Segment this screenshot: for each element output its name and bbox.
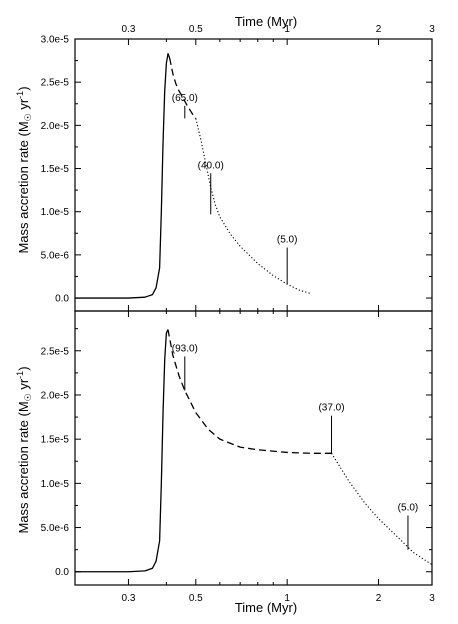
top-ylabel-text: Mass accretion rate (M	[16, 121, 31, 253]
top-annotation-label: (5.0)	[277, 235, 298, 246]
top-top-x-tick-label: 2	[376, 24, 382, 35]
bottom-ylabel-sun-symbol: ☉	[23, 393, 33, 401]
bottom-y-tick-label: 5.0e-6	[41, 523, 70, 534]
top-y-axis-title: Mass accretion rate (M☉ yr-1)	[15, 86, 33, 253]
top-ylabel-exponent: -1	[15, 91, 25, 99]
bottom-y-tick-label: 2.0e-5	[41, 390, 70, 401]
top-series-solid	[75, 53, 171, 299]
bottom-series-solid	[75, 329, 169, 573]
top-ylabel-close: )	[16, 86, 31, 90]
top-x-axis-title: Time (Myr)	[235, 14, 297, 29]
top-ylabel-sun-symbol: ☉	[23, 113, 33, 121]
top-y-tick-label: 1.5e-5	[41, 164, 70, 175]
bottom-series-dashed	[167, 329, 332, 454]
top-y-tick-label: 1.0e-5	[41, 207, 70, 218]
top-y-tick-label: 3.0e-5	[41, 35, 70, 46]
bottom-ylabel-unit: yr	[16, 378, 31, 393]
top-y-tick-label: 2.5e-5	[41, 78, 70, 89]
bottom-ylabel-close: )	[16, 366, 31, 370]
top-y-tick-label: 0.0	[55, 294, 69, 305]
bottom-x-tick-label: 0.3	[121, 593, 135, 604]
top-annotation-label: (65.0)	[172, 93, 198, 104]
bottom-annotation-label: (93.0)	[172, 343, 198, 354]
top-top-x-tick-label: 0.3	[121, 24, 135, 35]
bottom-y-tick-label: 1.0e-5	[41, 479, 70, 490]
top-annotation-label: (40.0)	[198, 160, 224, 171]
bottom-x-axis-title: Time (Myr)	[235, 600, 297, 615]
top-panel: 0.3 0.5 1 2 3 0.0 5.0e-6 1.0e-5 1.5e-5 2.0e-5 2.5e…	[41, 24, 435, 312]
top-y-tick-label: 2.0e-5	[41, 121, 70, 132]
top-series-dashed	[168, 57, 197, 119]
bottom-plot-frame	[74, 310, 433, 586]
bottom-annotation-label: (37.0)	[318, 403, 344, 414]
bottom-x-tick-label: 0.5	[189, 593, 203, 604]
bottom-y-tick-label: 0.0	[55, 567, 69, 578]
bottom-ylabel-text: Mass accretion rate (M	[16, 401, 31, 533]
bottom-y-tick-label: 1.5e-5	[41, 435, 70, 446]
svg-text:Mass accretion rate (M☉ yr-1): Mass accretion rate (M☉ yr-1)	[15, 366, 33, 533]
top-top-x-tick-label: 0.5	[189, 24, 203, 35]
bottom-annotation-label: (5.0)	[398, 503, 419, 514]
top-y-tick-label: 5.0e-6	[41, 250, 70, 261]
bottom-y-axis-title: Mass accretion rate (M☉ yr-1)	[15, 366, 33, 533]
bottom-x-tick-label: 3	[429, 593, 435, 604]
top-top-x-tick-label: 3	[429, 24, 435, 35]
top-ylabel-unit: yr	[16, 98, 31, 113]
top-top-x-tick-label: 1	[284, 24, 290, 35]
bottom-y-tick-label: 2.5e-5	[41, 346, 70, 357]
bottom-panel: 0.3 0.5 1 2 3 0.0 5.0e-6 1.0e-5 1.5e-5 2.0e-5 2.5e…	[41, 310, 435, 604]
bottom-ylabel-exponent: -1	[15, 371, 25, 379]
bottom-x-tick-label: 1	[284, 593, 290, 604]
bottom-x-tick-label: 2	[376, 593, 382, 604]
svg-text:Mass accretion rate (M☉ yr-1): Mass accretion rate (M☉ yr-1)	[15, 86, 33, 253]
